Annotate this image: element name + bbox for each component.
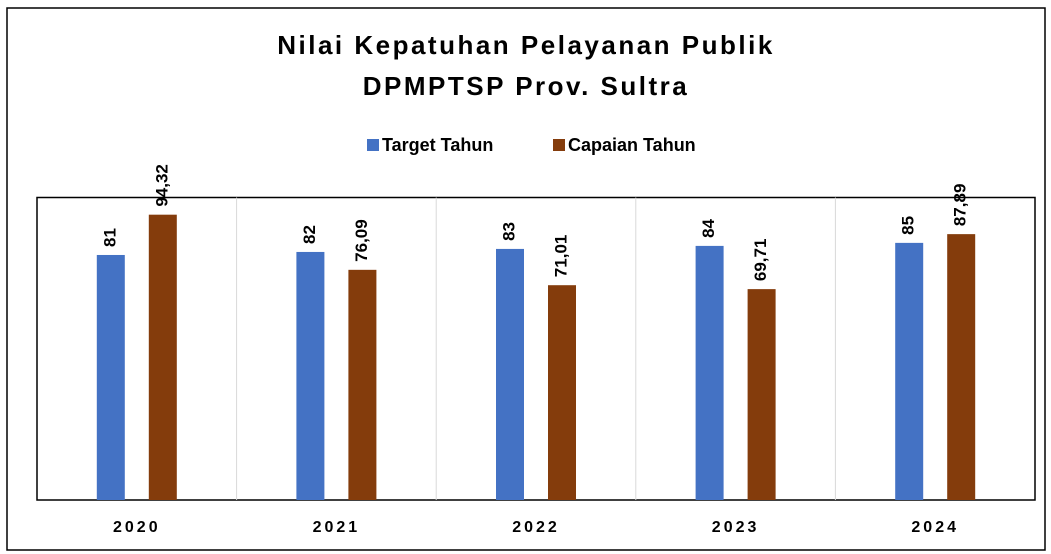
value-label: 85: [899, 216, 918, 235]
legend-label: Target Tahun: [382, 135, 493, 155]
x-tick-label: 2021: [313, 519, 361, 536]
bar: [148, 214, 177, 500]
value-label: 94,32: [152, 164, 171, 207]
value-label: 69,71: [751, 239, 770, 282]
value-label: 87,89: [951, 184, 970, 227]
value-label: 84: [699, 218, 718, 237]
x-tick-label: 2022: [512, 519, 560, 536]
bar: [496, 248, 524, 500]
plot-area: [36, 196, 1036, 501]
bar: [348, 269, 377, 500]
bar: [548, 285, 576, 500]
bar: [947, 234, 976, 500]
bar: [695, 245, 724, 500]
value-label: 76,09: [352, 219, 371, 262]
x-tick-label: 2020: [113, 519, 161, 536]
x-tick-label: 2023: [712, 519, 760, 536]
chart-frame: [6, 7, 1046, 551]
bar: [296, 251, 325, 500]
x-tick-label: 2024: [911, 519, 959, 536]
value-label: 71,01: [551, 235, 570, 278]
legend-swatch: [367, 139, 379, 151]
value-label: 83: [499, 222, 518, 241]
value-label: 82: [300, 225, 319, 244]
legend-label: Capaian Tahun: [568, 135, 696, 155]
chart-subtitle: DPMPTSP Prov. Sultra: [363, 71, 689, 101]
chart-title: Nilai Kepatuhan Pelayanan Publik: [277, 30, 775, 60]
bar: [747, 289, 776, 500]
bar: [96, 254, 125, 500]
legend-swatch: [553, 139, 565, 151]
bar: [895, 242, 924, 500]
value-label: 81: [100, 228, 119, 247]
